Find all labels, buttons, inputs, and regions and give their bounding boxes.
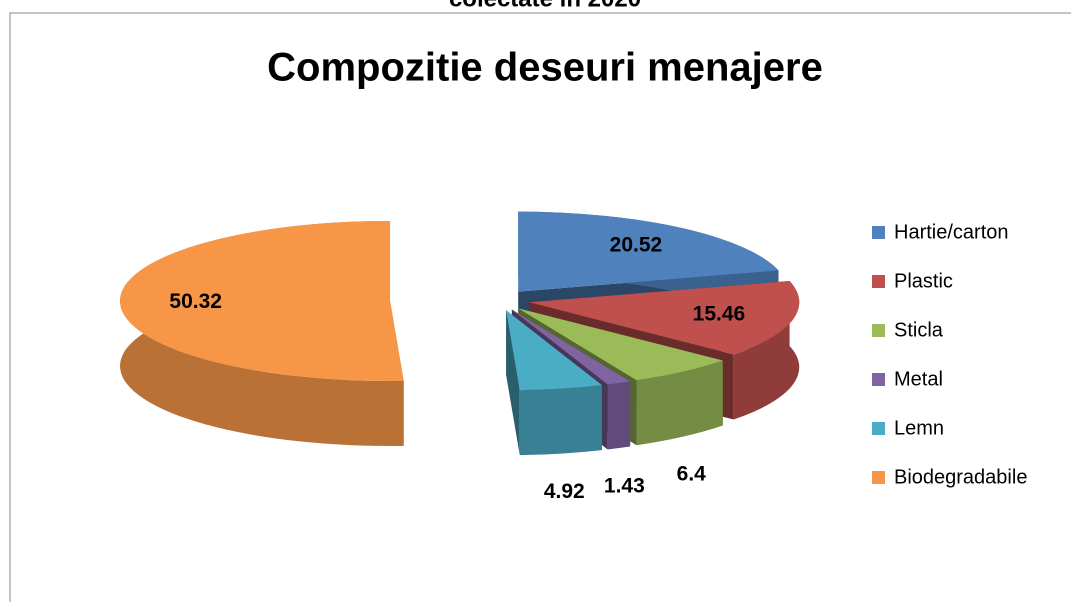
pie-slice	[518, 211, 779, 292]
pie-slice	[120, 220, 404, 381]
pie-slice	[529, 281, 800, 355]
heading: colectate in 2020	[449, 0, 641, 12]
data-label: 1.43	[604, 474, 645, 497]
legend-swatch	[872, 373, 885, 386]
legend-swatch	[872, 226, 885, 239]
pie-slice	[518, 308, 723, 381]
legend-label: Plastic	[894, 270, 953, 292]
legend-label: Metal	[894, 368, 943, 390]
chart-title: Compozitie deseuri menajere	[267, 46, 823, 90]
slice-side	[733, 281, 800, 420]
legend-swatch	[872, 471, 885, 484]
data-label: 50.32	[169, 290, 222, 313]
slice-side	[636, 360, 723, 446]
legend-swatch	[872, 422, 885, 435]
legend-label: Biodegradabile	[894, 466, 1027, 488]
legend-swatch	[872, 275, 885, 288]
data-label: 6.4	[677, 462, 707, 485]
legend-label: Lemn	[894, 417, 944, 439]
slice-side	[607, 381, 631, 450]
legend-label: Hartie/carton	[894, 221, 1009, 243]
legend-swatch	[872, 324, 885, 337]
slice-side	[519, 385, 602, 456]
data-label: 15.46	[693, 302, 746, 325]
data-label: 20.52	[610, 233, 663, 256]
pie-slice	[511, 309, 631, 385]
pie-slice	[506, 310, 602, 391]
data-label: 4.92	[544, 480, 585, 503]
legend-label: Sticla	[894, 319, 944, 341]
legend: Hartie/carton Plastic Sticla Metal Lemn Biode…	[872, 221, 1027, 488]
pie: 20.52 15.46 6.4 1.43 4.92 50.32	[120, 211, 800, 503]
slice-wall	[506, 310, 520, 456]
